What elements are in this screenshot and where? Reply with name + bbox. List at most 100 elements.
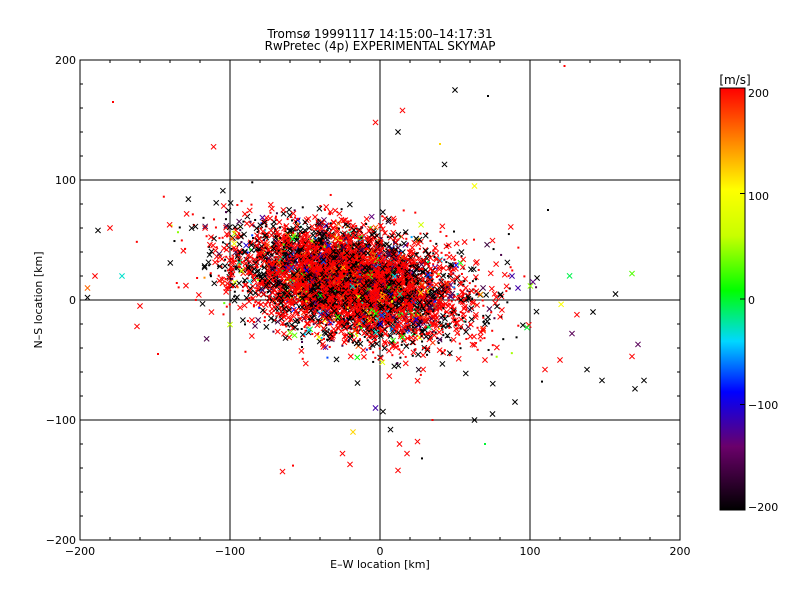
cluster-point	[377, 327, 380, 330]
cluster-point	[294, 289, 297, 292]
cluster-point	[285, 247, 288, 250]
cluster-point	[371, 332, 377, 339]
cluster-point	[256, 230, 259, 233]
cluster-point	[223, 231, 230, 238]
cluster-point	[420, 366, 427, 373]
cluster-point	[368, 298, 371, 301]
cluster-point	[343, 315, 346, 318]
cluster-point	[237, 304, 244, 311]
cluster-point	[240, 241, 243, 244]
cluster-point	[440, 338, 443, 341]
cluster-point	[250, 296, 253, 299]
cluster-point	[355, 228, 358, 231]
cluster-point	[349, 274, 352, 277]
cluster-point	[349, 222, 356, 229]
cluster-point	[472, 314, 479, 321]
cluster-point	[252, 224, 255, 227]
cluster-point	[337, 274, 340, 277]
cluster-point	[285, 299, 288, 302]
cluster-point	[315, 249, 318, 252]
cluster-point	[487, 348, 490, 351]
cluster-point	[450, 336, 457, 343]
cluster-point	[372, 224, 379, 231]
cluster-point	[239, 317, 246, 324]
cluster-point	[486, 306, 493, 312]
cluster-point	[474, 285, 477, 288]
cluster-point	[289, 288, 292, 291]
cluster-point	[409, 311, 415, 318]
cluster-point	[238, 270, 241, 273]
cluster-point	[320, 271, 323, 274]
cluster-point	[208, 309, 215, 316]
cluster-point	[209, 273, 212, 276]
cluster-point	[448, 269, 455, 276]
cluster-point	[301, 357, 304, 360]
cluster-point	[360, 286, 363, 289]
cluster-point	[306, 311, 309, 314]
cluster-point	[487, 270, 494, 277]
cluster-point	[456, 251, 459, 254]
cluster-point	[272, 330, 275, 333]
cluster-point	[227, 200, 234, 206]
cluster-point	[466, 289, 469, 292]
cluster-point	[444, 311, 447, 314]
cluster-point	[508, 287, 511, 290]
cluster-point	[267, 250, 270, 253]
cluster-point	[492, 300, 499, 307]
cluster-point	[419, 328, 425, 335]
cluster-point	[312, 257, 315, 260]
cluster-point	[287, 306, 290, 309]
cluster-point	[387, 245, 390, 248]
cluster-point	[280, 311, 287, 318]
cluster-point	[469, 341, 476, 348]
cluster-point	[303, 269, 306, 272]
cluster-point	[228, 233, 231, 236]
cluster-point	[361, 241, 364, 244]
cluster-point	[387, 322, 390, 325]
cluster-point	[365, 322, 368, 325]
cluster-point	[230, 247, 233, 250]
cluster-point	[236, 259, 243, 266]
cluster-point	[299, 232, 302, 235]
cluster-point	[361, 239, 364, 242]
cluster-point	[417, 313, 420, 316]
cluster-point	[303, 310, 306, 313]
cluster-point	[268, 205, 275, 212]
cluster-point	[418, 261, 425, 268]
cluster-point	[413, 267, 416, 270]
cluster-point	[314, 300, 321, 307]
cluster-point	[221, 236, 224, 239]
cluster-point	[446, 335, 449, 338]
cluster-point	[248, 297, 251, 300]
cluster-point	[305, 278, 308, 281]
cluster-point	[324, 324, 327, 327]
cluster-point	[297, 292, 300, 295]
cluster-point	[298, 268, 301, 271]
cluster-point	[457, 296, 464, 303]
cluster-point	[410, 349, 417, 356]
cluster-point	[180, 239, 183, 242]
cluster-point	[507, 274, 510, 277]
cluster-point	[366, 258, 369, 261]
cluster-point	[379, 226, 386, 232]
cluster-point	[283, 230, 286, 233]
cluster-point	[379, 329, 382, 332]
cluster-point	[441, 331, 444, 334]
cluster-point	[438, 300, 441, 303]
cluster-point	[206, 241, 213, 248]
cluster-point	[183, 282, 189, 289]
cluster-point	[289, 308, 292, 311]
cluster-point	[388, 339, 395, 346]
cluster-point	[346, 293, 349, 296]
cluster-point	[527, 283, 534, 289]
cluster-point	[414, 348, 417, 351]
cluster-point	[278, 226, 281, 229]
cluster-point	[379, 209, 386, 216]
cluster-point	[251, 277, 258, 284]
cluster-point	[289, 303, 292, 306]
cluster-point	[447, 302, 450, 305]
cluster-point	[489, 237, 496, 244]
cluster-point	[438, 283, 445, 290]
cluster-point	[330, 253, 333, 256]
cluster-point	[410, 320, 413, 323]
